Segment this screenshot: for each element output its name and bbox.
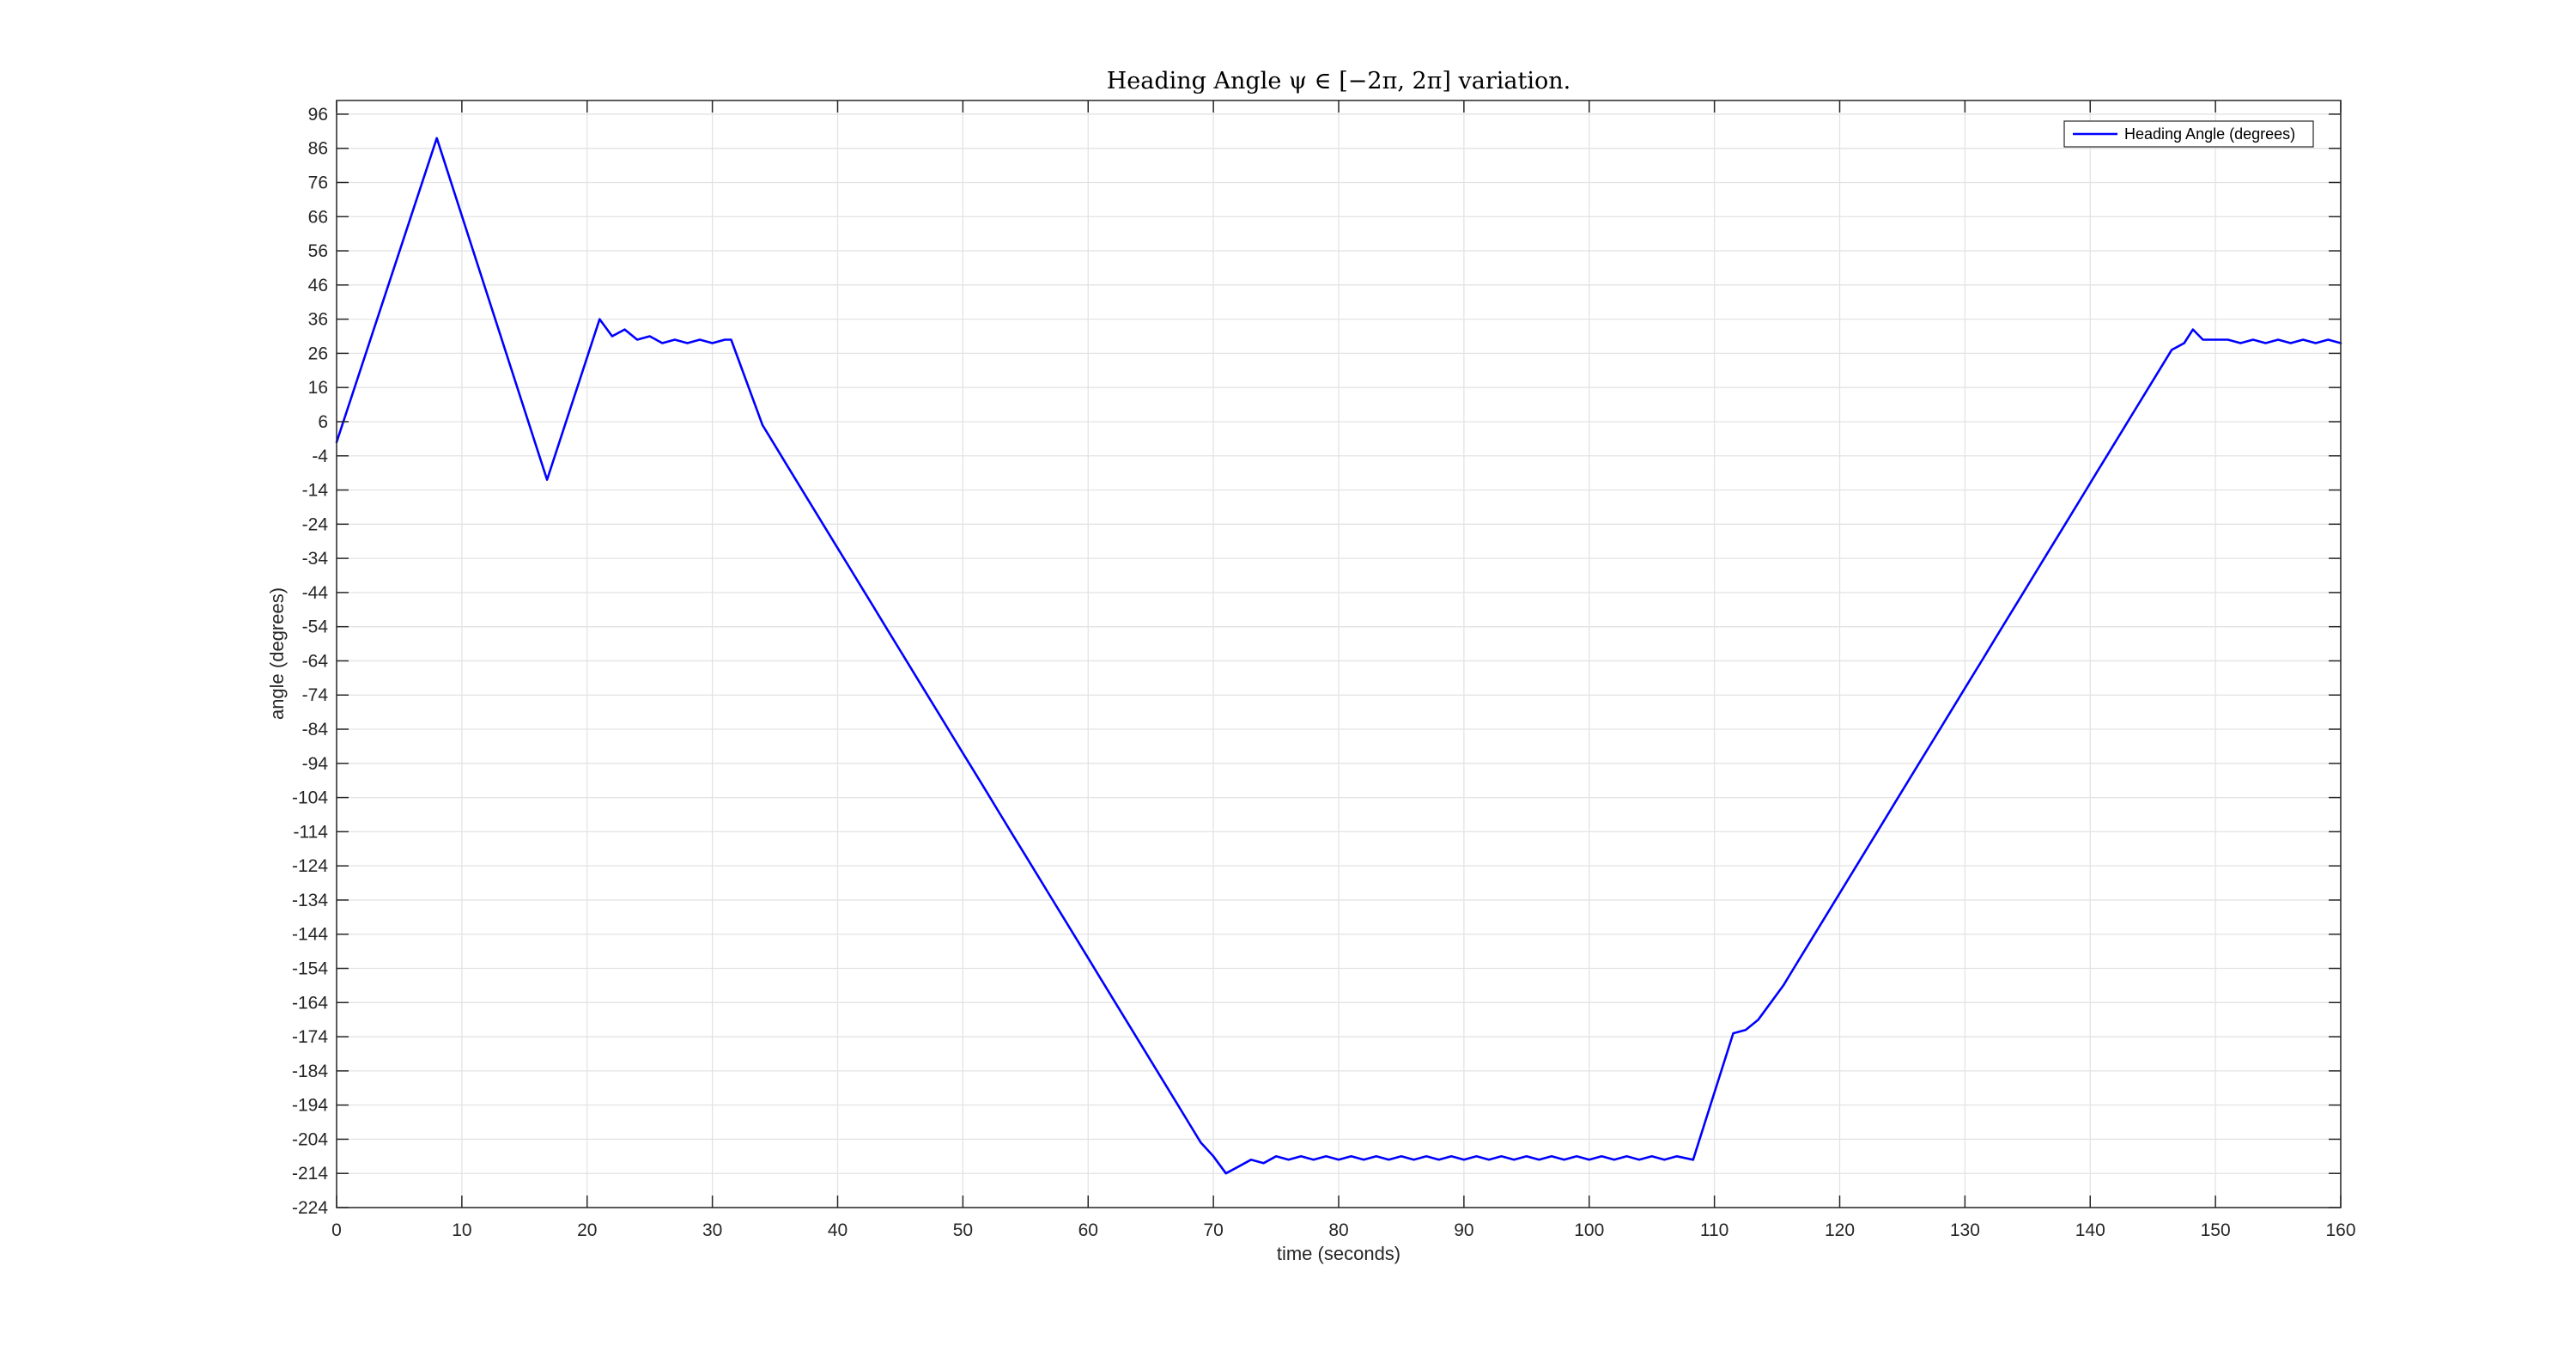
y-tick-label: -154 xyxy=(292,959,328,979)
x-tick-label: 60 xyxy=(1078,1220,1098,1240)
y-tick-label: -14 xyxy=(302,481,329,501)
legend: Heading Angle (degrees) xyxy=(2063,120,2314,148)
y-tick-label: -104 xyxy=(292,788,328,808)
y-tick-label: -74 xyxy=(302,685,329,705)
x-tick-label: 20 xyxy=(577,1220,597,1240)
y-tick-label: 76 xyxy=(308,173,328,192)
x-tick-label: 90 xyxy=(1454,1220,1473,1240)
y-tick-label: -24 xyxy=(302,514,329,534)
y-tick-label: -84 xyxy=(302,720,329,739)
x-tick-label: 130 xyxy=(1950,1220,1980,1240)
y-tick-label: 96 xyxy=(308,105,328,125)
y-tick-label: -184 xyxy=(292,1062,328,1081)
x-tick-label: 140 xyxy=(2075,1220,2105,1240)
y-tick-label: 66 xyxy=(308,207,328,227)
x-tick-label: 100 xyxy=(1574,1220,1604,1240)
x-tick-label: 120 xyxy=(1825,1220,1855,1240)
series-layer xyxy=(335,137,2342,1175)
y-tick-label: -174 xyxy=(292,1027,328,1047)
y-tick-label: 46 xyxy=(308,276,328,295)
y-tick-label: -114 xyxy=(294,822,329,842)
y-tick-label: 86 xyxy=(308,139,328,159)
y-tick-label: -134 xyxy=(292,891,328,910)
x-tick-label: 150 xyxy=(2201,1220,2231,1240)
y-tick-label: -124 xyxy=(292,856,328,876)
y-tick-label: 56 xyxy=(308,241,328,261)
y-tick-label: -214 xyxy=(292,1164,328,1184)
x-axis-ticks: 0 10 20 30 40 50 60 70 80 90 100 110 120 130 140 150 160 xyxy=(331,100,2356,1240)
y-tick-label: 36 xyxy=(308,310,328,330)
y-tick-label: -54 xyxy=(302,618,329,637)
legend-entry-heading-angle: Heading Angle (degrees) xyxy=(2124,125,2295,143)
series-line-heading-angle xyxy=(335,137,2342,1175)
y-tick-label: -44 xyxy=(302,583,329,603)
y-tick-label: -204 xyxy=(292,1129,328,1149)
x-tick-label: 160 xyxy=(2325,1220,2355,1240)
y-tick-label: -194 xyxy=(292,1096,328,1116)
y-tick-label: -224 xyxy=(292,1198,328,1218)
y-tick-label: -4 xyxy=(312,447,328,466)
x-tick-label: 50 xyxy=(953,1220,973,1240)
y-tick-label: -34 xyxy=(302,549,329,569)
y-tick-label: 26 xyxy=(308,344,328,363)
x-tick-label: 0 xyxy=(331,1220,342,1240)
x-tick-label: 10 xyxy=(452,1220,471,1240)
x-tick-label: 40 xyxy=(828,1220,848,1240)
y-tick-label: -94 xyxy=(302,754,329,774)
y-tick-label: -144 xyxy=(292,925,328,945)
y-tick-label: -64 xyxy=(302,651,329,671)
x-axis-label: time (seconds) xyxy=(1277,1243,1400,1264)
y-axis-label: angle (degrees) xyxy=(266,587,288,720)
x-tick-label: 70 xyxy=(1203,1220,1223,1240)
y-tick-label: 6 xyxy=(318,412,328,432)
x-tick-label: 110 xyxy=(1700,1220,1728,1240)
y-axis-ticks: 96 86 76 66 56 46 36 26 16 6 -4 -14 -24 -34 -44 -54 -64 -… xyxy=(292,105,2341,1218)
x-tick-label: 80 xyxy=(1328,1220,1348,1240)
chart-title: Heading Angle ψ ∈ [−2π, 2π] variation. xyxy=(1107,68,1571,94)
y-tick-label: 16 xyxy=(308,378,328,398)
y-tick-label: -164 xyxy=(292,993,328,1013)
x-tick-label: 30 xyxy=(702,1220,722,1240)
